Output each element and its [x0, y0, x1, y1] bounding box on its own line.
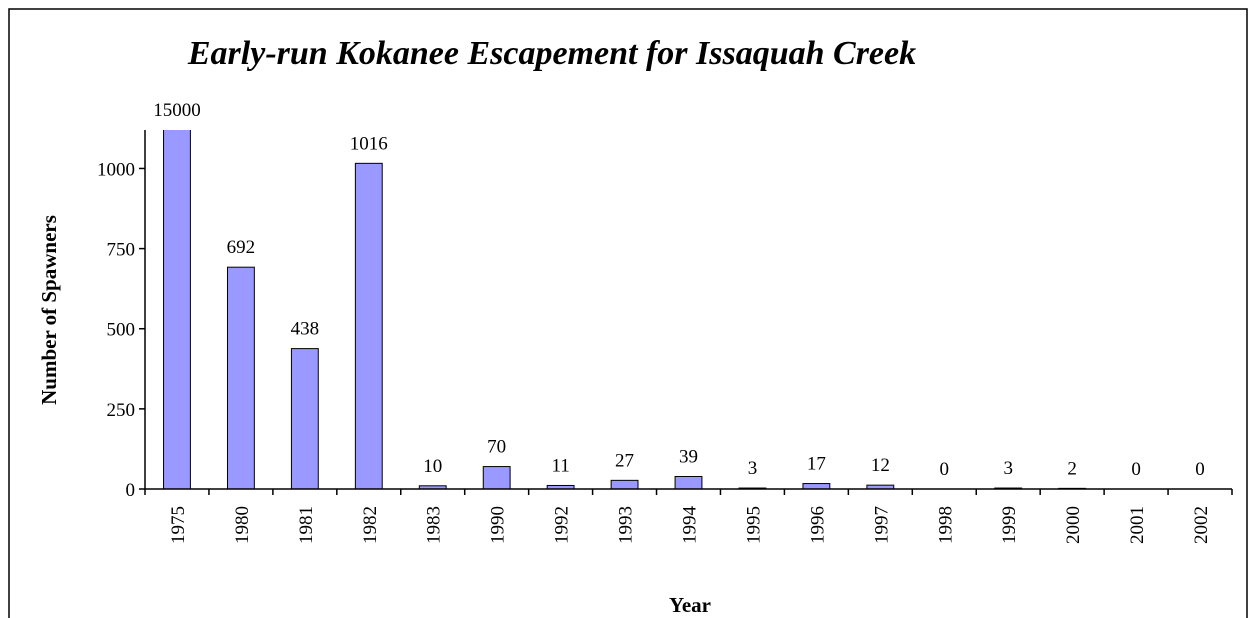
bar	[674, 475, 703, 490]
x-tick-label: 1996	[807, 506, 828, 544]
x-tick-label: 2001	[1127, 506, 1148, 544]
x-tick-label: 1999	[999, 506, 1020, 544]
bar	[802, 483, 831, 490]
y-axis-label: Number of Spawners	[37, 215, 61, 405]
y-tick-label: 1000	[97, 159, 135, 180]
x-tick-label: 1982	[360, 506, 381, 544]
bar	[290, 348, 319, 490]
x-tick-label: 2002	[1191, 506, 1212, 544]
bar	[354, 162, 383, 490]
y-tick-label: 250	[107, 400, 136, 421]
bar	[226, 266, 255, 490]
chart-title: Early-run Kokanee Escapement for Issaqua…	[187, 35, 916, 72]
x-tick-label: 1975	[168, 506, 189, 544]
value-label: 70	[487, 437, 506, 458]
value-label: 438	[291, 319, 320, 340]
value-label: 15000	[153, 100, 201, 121]
value-label: 0	[940, 459, 950, 480]
y-tick-label: 750	[107, 240, 136, 261]
value-label: 692	[227, 237, 256, 258]
x-tick-label: 1994	[680, 506, 701, 545]
x-tick-label: 1981	[296, 506, 317, 544]
x-tick-label: 1980	[232, 506, 253, 544]
bars	[163, 130, 1087, 490]
value-label: 39	[679, 446, 698, 467]
x-tick-label: 1997	[871, 506, 892, 544]
value-label: 27	[615, 450, 634, 471]
value-label: 3	[1003, 458, 1013, 479]
x-axis-label: Year	[669, 593, 711, 617]
y-tick-label: 500	[107, 320, 136, 341]
x-tick-label: 2000	[1063, 506, 1084, 544]
x-tick-label: 1995	[743, 506, 764, 544]
y-tick-label: 0	[126, 480, 136, 501]
value-label: 10	[423, 456, 442, 477]
x-tick-label: 1998	[935, 506, 956, 544]
value-label: 0	[1131, 459, 1141, 480]
value-label: 1016	[350, 133, 388, 154]
x-tick-label: 1983	[424, 506, 445, 544]
value-label: 0	[1195, 459, 1205, 480]
bar	[482, 466, 511, 490]
value-label: 11	[551, 455, 569, 476]
x-tick-label: 1990	[488, 506, 509, 544]
x-tick-label: 1992	[552, 506, 573, 544]
value-label: 2	[1067, 458, 1077, 479]
x-tick-label: 1993	[616, 506, 637, 544]
value-label: 12	[871, 455, 890, 476]
bar	[163, 130, 191, 490]
bar	[610, 479, 639, 490]
value-label: 3	[748, 458, 758, 479]
value-label: 17	[807, 454, 826, 475]
chart-frame	[8, 8, 1248, 618]
